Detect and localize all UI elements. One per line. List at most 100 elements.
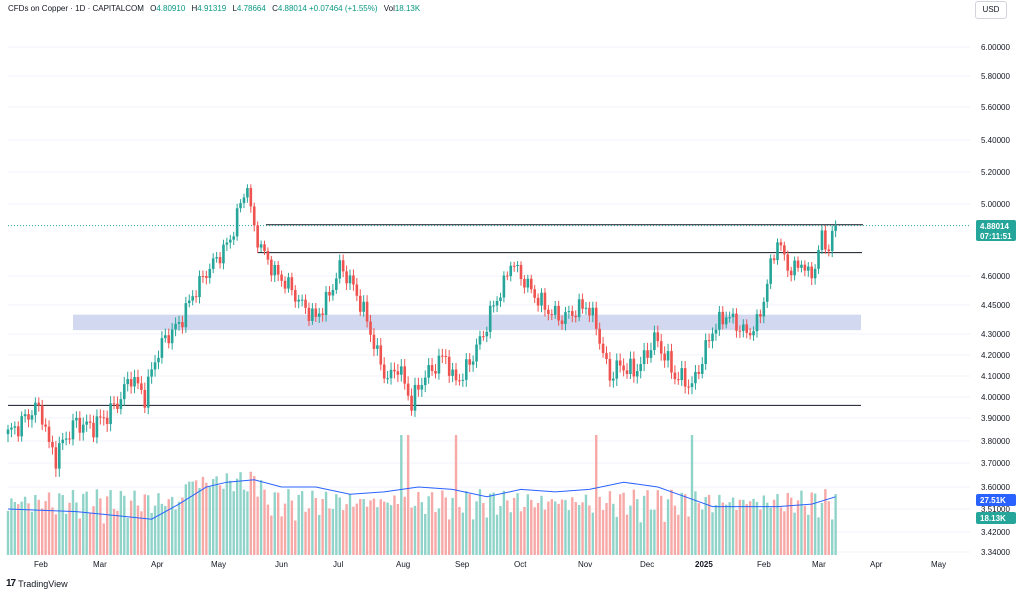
- candle-body[interactable]: [352, 275, 355, 285]
- candle-body[interactable]: [478, 336, 482, 345]
- candle-body[interactable]: [492, 305, 495, 307]
- candle-body[interactable]: [670, 351, 673, 373]
- candle-body[interactable]: [430, 365, 434, 371]
- candle-body[interactable]: [560, 320, 564, 324]
- candle-body[interactable]: [81, 424, 85, 433]
- candle-body[interactable]: [762, 301, 766, 317]
- candle-body[interactable]: [256, 225, 259, 248]
- candle-body[interactable]: [170, 329, 174, 344]
- candle-body[interactable]: [393, 369, 396, 372]
- candle-body[interactable]: [293, 290, 297, 302]
- candle-body[interactable]: [663, 353, 666, 361]
- candle-body[interactable]: [252, 206, 256, 226]
- candle-body[interactable]: [577, 299, 581, 318]
- candle-body[interactable]: [601, 343, 605, 354]
- candle-body[interactable]: [642, 350, 646, 365]
- candle-body[interactable]: [625, 370, 629, 375]
- candle-body[interactable]: [704, 340, 707, 364]
- candle-body[interactable]: [78, 417, 82, 433]
- candle-body[interactable]: [458, 380, 461, 382]
- candle-body[interactable]: [300, 299, 304, 301]
- candle-body[interactable]: [759, 314, 762, 317]
- candle-body[interactable]: [622, 365, 625, 371]
- candle-body[interactable]: [184, 303, 188, 328]
- candle-body[interactable]: [772, 258, 776, 261]
- candle-body[interactable]: [358, 295, 362, 312]
- candle-body[interactable]: [376, 345, 379, 349]
- candle-body[interactable]: [813, 268, 817, 279]
- candle-body[interactable]: [85, 421, 88, 425]
- candle-body[interactable]: [92, 422, 95, 438]
- candle-body[interactable]: [331, 289, 335, 296]
- candle-body[interactable]: [225, 242, 229, 245]
- candle-body[interactable]: [119, 399, 123, 409]
- candle-body[interactable]: [194, 296, 198, 298]
- candle-body[interactable]: [656, 332, 660, 342]
- candle-body[interactable]: [540, 292, 543, 306]
- candle-body[interactable]: [382, 364, 386, 379]
- candle-body[interactable]: [516, 264, 519, 267]
- candle-body[interactable]: [396, 371, 400, 375]
- candle-body[interactable]: [311, 308, 314, 321]
- candle-body[interactable]: [441, 355, 444, 357]
- candle-body[interactable]: [235, 208, 239, 237]
- candle-body[interactable]: [211, 258, 215, 269]
- candle-body[interactable]: [444, 356, 448, 358]
- candle-body[interactable]: [122, 384, 126, 400]
- candle-body[interactable]: [266, 251, 270, 260]
- candle-body[interactable]: [800, 264, 803, 268]
- candle-body[interactable]: [598, 328, 601, 344]
- candle-body[interactable]: [229, 239, 232, 243]
- candle-body[interactable]: [335, 278, 338, 290]
- candle-body[interactable]: [51, 441, 54, 448]
- candle-body[interactable]: [133, 377, 136, 387]
- candle-body[interactable]: [280, 274, 283, 281]
- candle-body[interactable]: [461, 379, 465, 381]
- candle-body[interactable]: [629, 358, 632, 375]
- candle-body[interactable]: [584, 307, 588, 309]
- candle-body[interactable]: [653, 332, 656, 351]
- candle-body[interactable]: [824, 230, 827, 250]
- candle-body[interactable]: [273, 264, 277, 276]
- candle-body[interactable]: [605, 353, 608, 359]
- candle-body[interactable]: [47, 426, 51, 442]
- candle-body[interactable]: [218, 257, 222, 264]
- candle-body[interactable]: [464, 359, 468, 380]
- candle-body[interactable]: [827, 249, 831, 252]
- candle-body[interactable]: [649, 350, 653, 358]
- candle-body[interactable]: [519, 264, 523, 279]
- candle-body[interactable]: [591, 307, 595, 316]
- candle-body[interactable]: [506, 275, 509, 277]
- candle-body[interactable]: [690, 383, 694, 388]
- candle-body[interactable]: [810, 266, 813, 279]
- candle-body[interactable]: [779, 242, 783, 246]
- candle-body[interactable]: [321, 313, 324, 315]
- candle-body[interactable]: [786, 254, 790, 271]
- candle-body[interactable]: [153, 362, 157, 370]
- candle-body[interactable]: [406, 383, 410, 396]
- candle-body[interactable]: [608, 358, 612, 381]
- candle-body[interactable]: [146, 376, 150, 408]
- candle-body[interactable]: [105, 417, 109, 425]
- candle-body[interactable]: [328, 291, 331, 296]
- candle-body[interactable]: [40, 405, 44, 425]
- candle-body[interactable]: [317, 313, 321, 317]
- candle-body[interactable]: [687, 386, 690, 388]
- candle-body[interactable]: [745, 324, 749, 333]
- candle-body[interactable]: [365, 301, 369, 322]
- candle-body[interactable]: [160, 338, 164, 358]
- candle-body[interactable]: [20, 416, 23, 437]
- candle-body[interactable]: [830, 230, 834, 252]
- candle-body[interactable]: [502, 275, 506, 298]
- candle-body[interactable]: [215, 257, 218, 259]
- candle-body[interactable]: [116, 403, 119, 409]
- support-zone[interactable]: [73, 314, 861, 331]
- candle-body[interactable]: [748, 332, 752, 336]
- candle-body[interactable]: [232, 236, 236, 240]
- candle-body[interactable]: [543, 292, 547, 310]
- candle-body[interactable]: [550, 314, 554, 316]
- candle-body[interactable]: [64, 438, 68, 440]
- candle-body[interactable]: [102, 417, 106, 419]
- candle-body[interactable]: [126, 379, 129, 385]
- candle-body[interactable]: [718, 311, 721, 330]
